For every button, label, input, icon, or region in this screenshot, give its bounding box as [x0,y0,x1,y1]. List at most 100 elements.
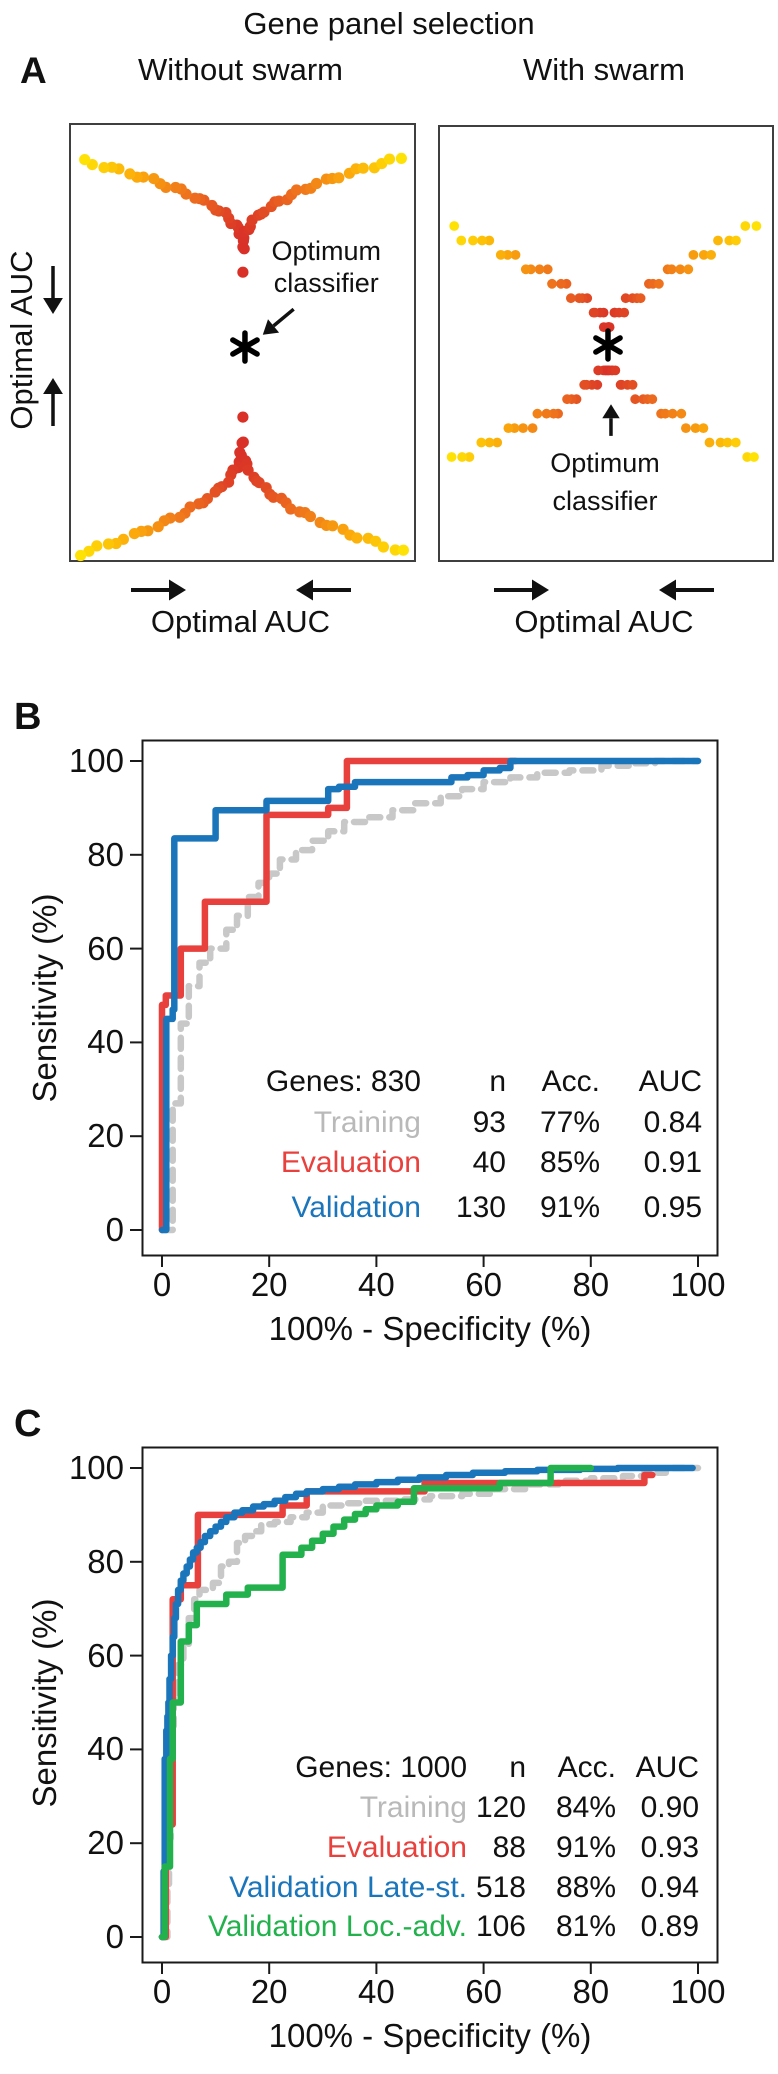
swarm-dot [698,423,709,433]
swarm-dot [492,437,503,448]
roc-ylabel-B: Sensitivity (%) [26,893,63,1103]
swarm-dot [502,250,513,260]
legend-col-header-2: AUC [638,1065,702,1098]
swarm-dot [91,540,103,552]
legend-n-C-0: 120 [475,1791,526,1824]
optimum-arrow-icon-head [602,404,620,419]
swarm-dot [547,278,557,289]
swarm-dot [238,243,250,255]
legend-col-header-1: Acc. [557,1751,616,1784]
swarm-dot [333,172,345,184]
legend-name-B-1: Evaluation [280,1146,421,1179]
swarm-dot [548,408,559,419]
legend-auc-C-0: 0.90 [640,1791,699,1824]
optimum-arrow-icon [272,307,295,328]
swarm-dot [290,184,303,196]
swarm-dot [75,549,87,562]
swarm-dot [395,152,407,164]
swarm-dot [102,538,115,550]
roc-plot-B [130,739,719,1267]
panel-a-y-arrows-icon [43,266,63,426]
swarm-dot [389,544,401,556]
legend-auc-C-2: 0.94 [640,1871,699,1904]
x-tick-label-C-0: 0 [152,1973,172,2010]
swarm-dot [357,162,369,174]
swarm-dot [666,264,677,275]
swarm-dot [152,521,164,533]
legend-auc-B-2: 0.95 [643,1191,702,1224]
legend-auc-B-0: 0.84 [643,1106,702,1139]
swarm-dot [620,293,631,304]
swarm-dot [654,278,664,289]
arrow-left-icon-head [659,579,676,601]
subpanel-title-0: Without swarm [138,52,343,87]
swarm-dot [715,437,726,448]
swarm-dot [170,181,182,194]
swarm-dot [740,221,751,231]
optimum-annotation-0-1: classifier [273,267,379,298]
arrow-left-icon-head [295,579,313,601]
plot-frame [141,739,719,1257]
optimum-classifier-marker [593,335,623,355]
swarm-dot [310,177,323,190]
y-tick-label-C-2: 40 [87,1730,124,1768]
legend-col-header-0: n [489,1065,506,1098]
legend-n-C-2: 518 [475,1871,526,1904]
legend-col-header-2: AUC [635,1751,699,1784]
legend-name-C-1: Evaluation [326,1831,467,1864]
swarm-dot [630,394,641,405]
swarm-dot [449,221,460,231]
panel-label-C: C [14,1403,42,1445]
legend-col-header-0: n [509,1751,526,1784]
y-tick-label-C-1: 20 [87,1824,124,1862]
y-tick-label-B-2: 40 [87,1023,124,1061]
swarm-dot [731,235,741,246]
swarm-dot [285,503,297,515]
swarm-dot [495,250,506,260]
roc-curve-validation-loc-adv- [158,1464,595,1941]
plot-frame [141,1446,719,1964]
swarm-dot [676,408,687,419]
swarm-dot [83,545,95,557]
x-tick-label-B-1: 20 [250,1266,288,1303]
swarm-dot [556,278,566,289]
legend-auc-C-3: 0.89 [640,1910,699,1943]
swarm-dot [464,452,475,462]
legend-name-B-0: Training [313,1106,421,1139]
legend-genes-C: Genes: 1000 [295,1751,467,1784]
roc-xlabel-C: 100% - Specificity (%) [268,2017,592,2054]
optimum-classifier-marker [230,337,260,357]
swarm-dot [713,235,723,246]
scatter-svg-0 [75,152,409,562]
x-tick-label-B-0: 0 [152,1266,172,1303]
roc-plot-C [130,1446,719,1974]
swarm-dot [722,437,733,448]
arrow-down-icon-head [43,298,63,314]
swarm-dot [456,235,467,246]
optimum-arrow-icon-head [262,319,280,335]
swarm-dot [510,250,521,260]
converge-arrows-icon-1 [494,579,714,601]
x-tick-label-C-1: 20 [250,1973,288,2010]
swarm-dot [619,307,630,318]
swarm-dot [562,394,572,405]
swarm-dot [383,153,396,165]
swarm-dot [527,423,538,433]
legend-name-B-2: Validation [291,1191,421,1224]
legend-n-B-2: 130 [455,1191,506,1224]
arrow-right-icon-head [168,579,186,601]
swarm-dot [593,365,604,376]
y-tick-label-B-3: 60 [87,929,124,967]
swarm-dot [532,408,543,419]
roc-xlabel-B: 100% - Specificity (%) [268,1310,592,1347]
swarm-dot [724,235,735,246]
swarm-dot [236,437,248,449]
roc-curve-evaluation [158,757,520,1234]
panel-a-xlabel-0: Optimal AUC [150,604,331,639]
x-tick-label-B-4: 80 [572,1266,610,1303]
swarm-dot [518,423,528,433]
swarm-dot [542,264,553,275]
legend-name-C-0: Training [359,1791,467,1824]
legend-acc-C-3: 81% [555,1910,616,1943]
